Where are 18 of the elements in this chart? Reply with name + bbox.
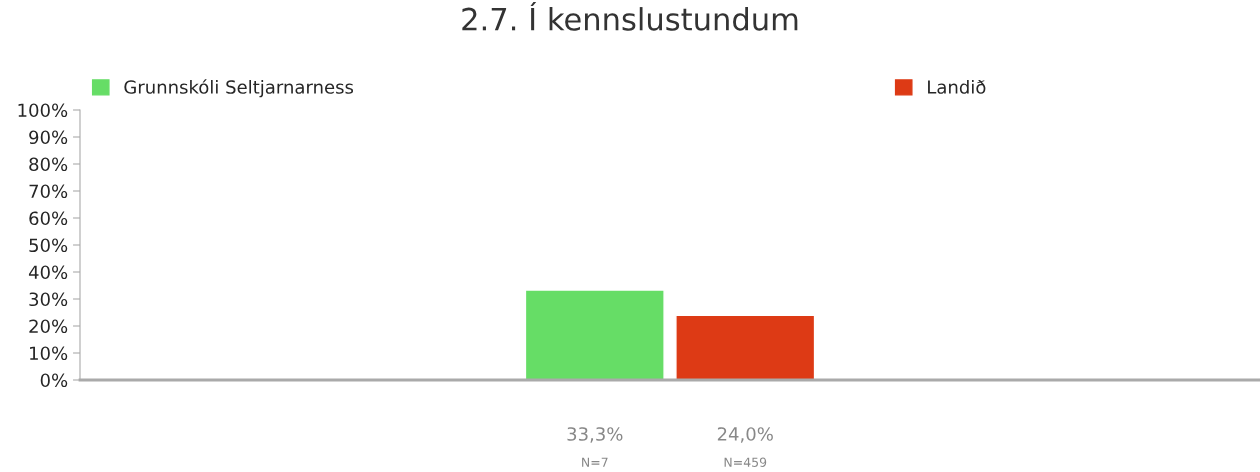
- y-tick-label: 0%: [40, 373, 68, 388]
- chart-title: 2.7. Í kennslustundum: [462, 2, 798, 31]
- data-label: 33,3%: [567, 427, 623, 443]
- data-label: 24,0%: [717, 427, 773, 443]
- y-tick-label: 50%: [29, 238, 68, 253]
- y-tick-label: 10%: [30, 346, 68, 361]
- text: N=459: [724, 457, 767, 467]
- legend-label: Landið: [928, 79, 986, 94]
- y-tick-label: 100%: [18, 103, 68, 118]
- y-tick-label: 60%: [29, 211, 68, 226]
- y-tick-label: 20%: [29, 319, 68, 334]
- y-tick-label: 40%: [28, 265, 68, 280]
- y-tick-label: 70%: [29, 184, 68, 199]
- y-tick-label: 30%: [29, 292, 68, 307]
- y-tick-label: 90%: [29, 130, 68, 145]
- legend-label: Grunnskóli Seltjarnarness: [124, 79, 354, 98]
- y-tick-label: 80%: [29, 157, 68, 172]
- text: N=7: [582, 457, 608, 467]
